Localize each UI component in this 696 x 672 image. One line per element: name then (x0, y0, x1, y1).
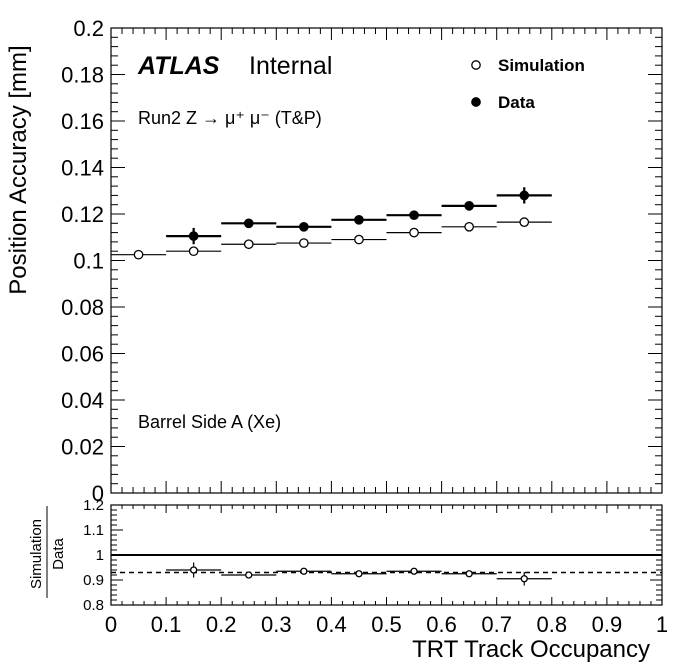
x-tick-label: 0 (105, 612, 117, 637)
legend: Simulation Data (471, 56, 585, 112)
y-tick-label: 0.1 (73, 249, 104, 274)
x-tick-label: 1 (656, 612, 668, 637)
x-tick-label: 0.2 (206, 612, 237, 637)
ratio-point (520, 575, 528, 583)
y-tick-label: 0 (92, 481, 104, 506)
ratio-point (465, 570, 473, 578)
ratio-point (355, 570, 363, 578)
y-tick-label: 0.2 (73, 16, 104, 41)
x-tick-label: 0.8 (537, 612, 568, 637)
simulation-point (133, 249, 144, 260)
y-axis-label: Position Accuracy [mm] (5, 45, 32, 294)
data-point (354, 214, 364, 225)
internal-label: Internal (249, 52, 332, 80)
region-label: Barrel Side A (Xe) (138, 412, 281, 432)
data-point (298, 221, 309, 232)
y-tick-label: 0.12 (61, 202, 104, 227)
ratio-y-label: Simulation Data (28, 506, 67, 598)
y-tick-label: 0.14 (61, 156, 104, 181)
data-point (519, 190, 530, 201)
simulation-point (243, 239, 254, 250)
data-point (409, 210, 419, 221)
simulation-point (298, 238, 309, 248)
legend-data-label: Data (498, 93, 535, 112)
x-tick-label: 0.7 (481, 612, 512, 637)
y-tick-label: 0.04 (61, 388, 104, 413)
ratio-y-label-numerator: Simulation (28, 519, 45, 589)
legend-data-marker (471, 97, 481, 107)
x-tick-label: 0.6 (426, 612, 457, 637)
data-point (243, 218, 254, 229)
ratio-point (410, 567, 418, 575)
ratio-point (245, 571, 253, 579)
simulation-point (464, 221, 474, 232)
x-tick-label: 0.3 (261, 612, 292, 637)
ratio-y-tick-label: 1.1 (83, 522, 104, 539)
ratio-point (300, 567, 308, 575)
y-tick-label: 0.16 (61, 109, 104, 134)
x-tick-label: 0.4 (316, 612, 347, 637)
atlas-label: ATLAS (137, 52, 220, 80)
ratio-y-label-denominator: Data (50, 538, 67, 570)
x-tick-label: 0.5 (371, 612, 402, 637)
y-tick-label: 0.06 (61, 342, 104, 367)
y-tick-label: 0.08 (61, 295, 104, 320)
ratio-y-tick-label: 0.8 (83, 597, 104, 614)
x-tick-label: 0.9 (592, 612, 623, 637)
simulation-point (354, 234, 364, 245)
data-marks (111, 187, 552, 586)
data-point (464, 201, 474, 211)
ratio-axes: 0 0.1 0.2 0.3 0.4 0.5 0.6 0.7 0.8 0.9 1 0.8 0.9 1 1.1 1… (83, 497, 668, 637)
simulation-point (409, 227, 419, 238)
y-tick-label: 0.02 (61, 435, 104, 460)
ratio-point (189, 566, 198, 574)
simulation-point (188, 246, 199, 257)
simulation-point (519, 217, 530, 227)
process-label: Run2 Z → μ⁺ μ⁻ (T&P) (138, 108, 322, 128)
y-tick-label: 0.18 (61, 63, 104, 88)
legend-simulation-marker (471, 60, 481, 70)
x-axis-label: TRT Track Occupancy (412, 636, 650, 663)
ratio-y-tick-label: 1 (96, 547, 104, 564)
ratio-y-tick-label: 0.9 (83, 572, 104, 589)
main-axes: 0 0.02 0.04 0.06 0.08 0.1 0.12 0.14 0.16 0.18 0.2 (61, 16, 663, 506)
legend-simulation-label: Simulation (498, 56, 585, 75)
x-tick-label: 0.1 (151, 612, 182, 637)
ratio-y-tick-label: 1.2 (83, 497, 104, 514)
data-point (188, 231, 199, 241)
